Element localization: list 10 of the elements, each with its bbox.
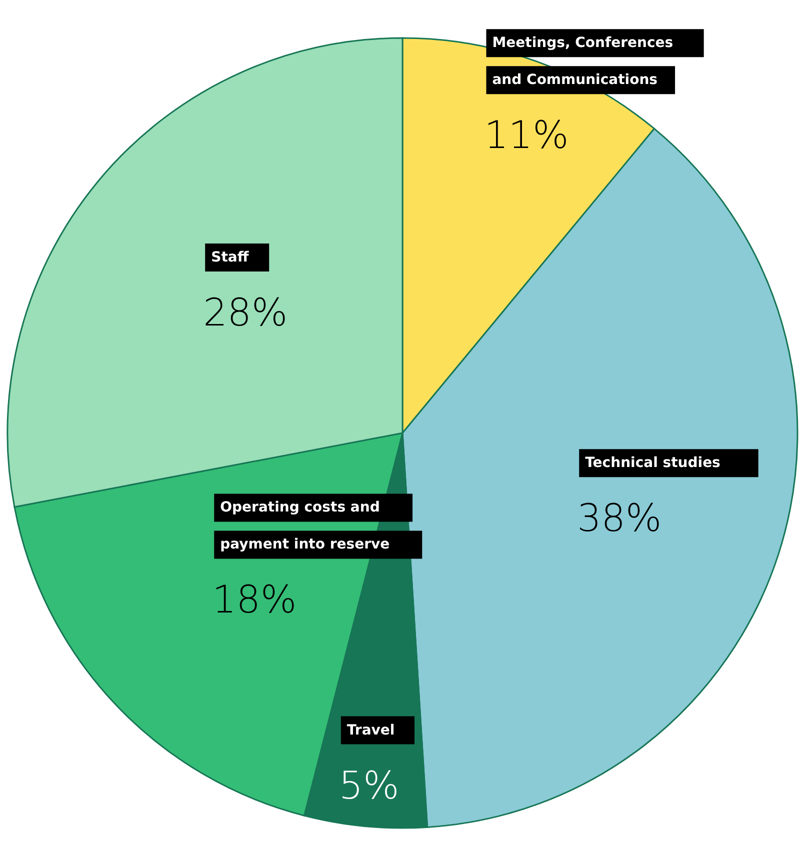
slice-label: Travel [346,722,395,738]
slice-label: Technical studies [585,455,720,472]
data-label: 38% [577,496,662,540]
slice-label: Staff [211,250,250,266]
data-label: 28% [203,290,288,335]
data-label: 18% [212,578,297,622]
data-label: 11% [484,113,569,158]
data-label: 5% [338,763,400,808]
category-label: Operating costs and payment into reserve [220,500,390,553]
category-label: Meetings, Conferences and Communications [492,35,674,88]
